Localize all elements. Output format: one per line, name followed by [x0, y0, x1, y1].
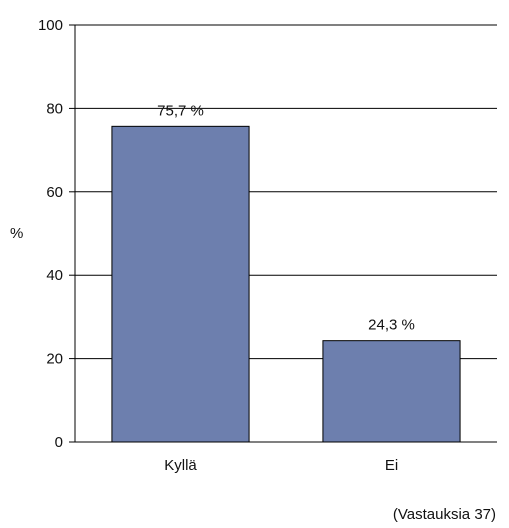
y-tick-label: 40 — [46, 267, 63, 284]
bar-value-label: 75,7 % — [157, 102, 204, 119]
bar-chart: 0 20 40 60 80 100 75,7 % Kyllä 24,3 % Ei % — [10, 17, 497, 474]
y-tick-label: 60 — [46, 184, 63, 201]
bar-value-label: 24,3 % — [368, 317, 415, 334]
labels: 75,7 % Kyllä 24,3 % Ei — [157, 102, 415, 474]
category-label: Kyllä — [164, 457, 197, 474]
y-tick-label: 100 — [38, 17, 63, 34]
bar — [111, 125, 250, 443]
response-count-note: (Vastauksia 37) — [392, 506, 496, 523]
y-axis: 0 20 40 60 80 100 — [38, 17, 76, 451]
y-tick-label: 0 — [55, 434, 63, 451]
y-tick-label: 20 — [46, 351, 63, 368]
y-axis-label: % — [10, 225, 23, 242]
bar — [322, 340, 461, 443]
y-tick-label: 80 — [46, 100, 63, 117]
category-label: Ei — [385, 457, 398, 474]
bars — [111, 125, 461, 443]
